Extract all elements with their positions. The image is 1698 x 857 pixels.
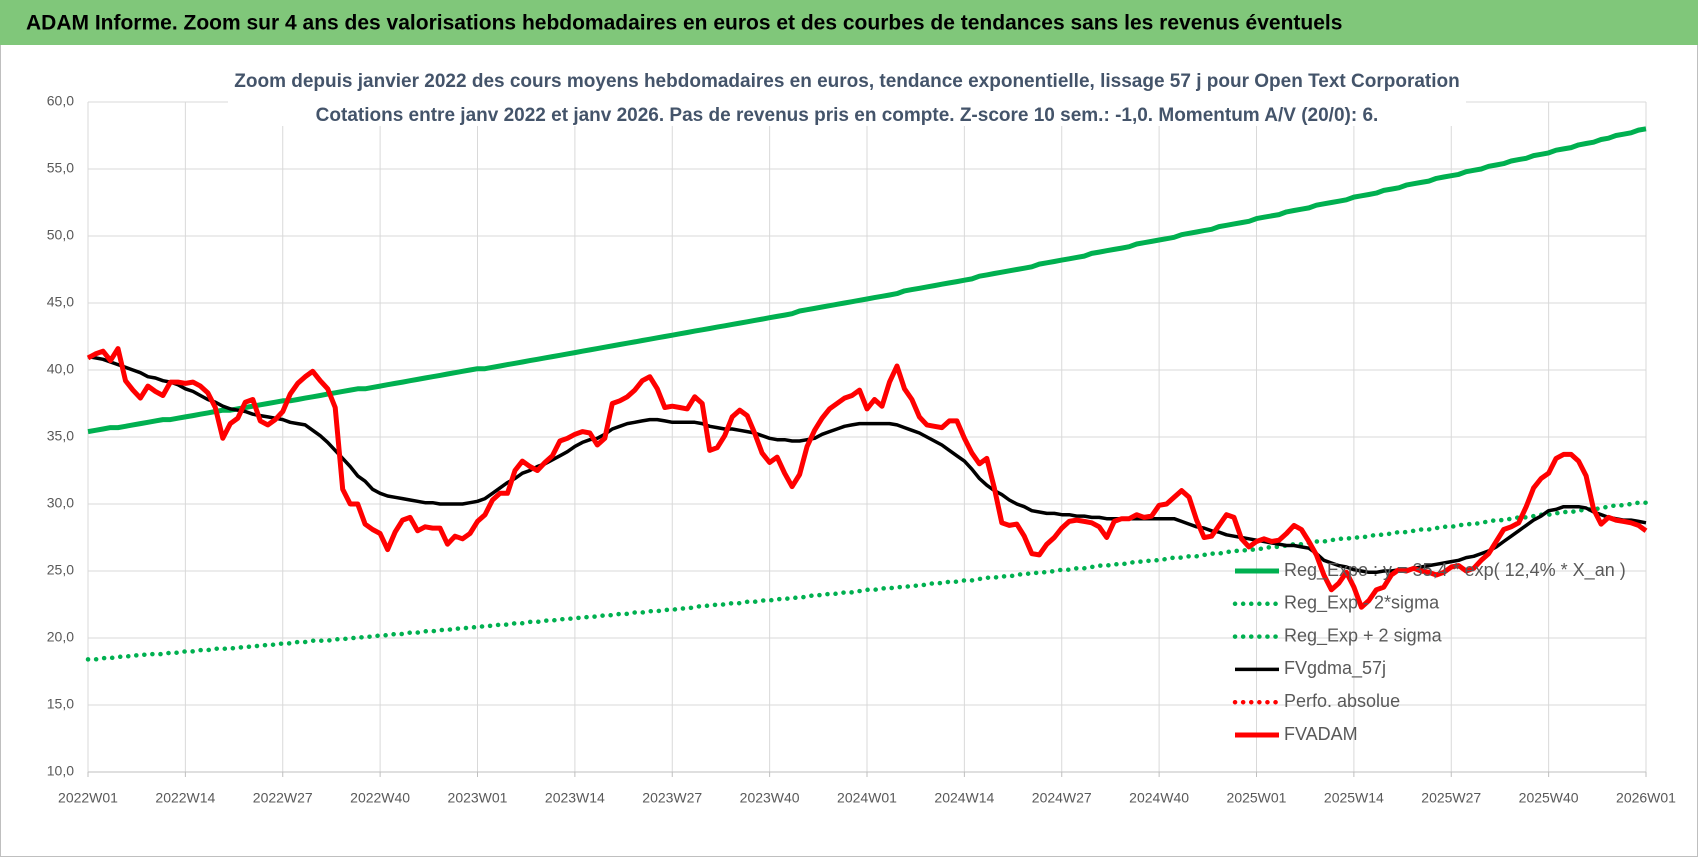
legend-label: FVgdma_57j	[1284, 658, 1386, 679]
x-tick-label: 2025W40	[1519, 790, 1579, 806]
x-tick-label: 2025W01	[1227, 790, 1287, 806]
plot-area	[85, 126, 1649, 662]
y-tick-label: 25,0	[47, 562, 74, 578]
x-tick-label: 2022W14	[155, 790, 215, 806]
series-line	[87, 126, 1647, 435]
x-tick-label: 2025W27	[1421, 790, 1481, 806]
x-tick-label: 2023W14	[545, 790, 605, 806]
x-tick-label: 2023W27	[642, 790, 702, 806]
legend-label: Perfo. absolue	[1284, 691, 1400, 711]
series-line	[87, 354, 1647, 575]
x-tick-label: 2024W01	[837, 790, 897, 806]
y-tick-label: 20,0	[47, 629, 74, 645]
x-tick-label: 2024W40	[1129, 790, 1189, 806]
chart-subtitle: Cotations entre janv 2022 et janv 2026. …	[316, 105, 1379, 126]
x-tick-label: 2024W27	[1032, 790, 1092, 806]
legend-label: Reg_Expo : y = 35,4 * exp( 12,4% * X_an …	[1284, 560, 1626, 581]
legend-label: FVADAM	[1284, 724, 1358, 744]
x-tick-label: 2022W27	[253, 790, 313, 806]
x-tick-label: 2023W40	[740, 790, 800, 806]
x-tick-label: 2024W14	[934, 790, 994, 806]
y-tick-label: 30,0	[47, 495, 74, 511]
header-bar	[0, 0, 1698, 45]
x-tick-label: 2025W14	[1324, 790, 1384, 806]
series-line	[86, 346, 1648, 610]
x-tick-label: 2026W01	[1616, 790, 1676, 806]
y-tick-label: 50,0	[47, 227, 74, 243]
legend: Reg_Expo : y = 35,4 * exp( 12,4% * X_an …	[1232, 560, 1626, 744]
y-tick-label: 15,0	[47, 696, 74, 712]
legend-label: Reg_Exp + 2 sigma	[1284, 625, 1443, 646]
y-tick-label: 10,0	[47, 763, 74, 779]
y-tick-label: 35,0	[47, 428, 74, 444]
y-tick-label: 60,0	[47, 93, 74, 109]
y-tick-label: 45,0	[47, 294, 74, 310]
y-tick-label: 40,0	[47, 361, 74, 377]
x-tick-label: 2022W01	[58, 790, 118, 806]
header-title: ADAM Informe. Zoom sur 4 ans des valoris…	[26, 12, 1342, 35]
y-tick-label: 55,0	[47, 160, 74, 176]
x-tick-label: 2022W40	[350, 790, 410, 806]
x-tick-label: 2023W01	[448, 790, 508, 806]
title-background	[228, 64, 1466, 126]
chart-title: Zoom depuis janvier 2022 des cours moyen…	[234, 71, 1460, 92]
series-line	[85, 500, 1649, 662]
legend-label: Reg_Exp - 2*sigma	[1284, 593, 1440, 614]
